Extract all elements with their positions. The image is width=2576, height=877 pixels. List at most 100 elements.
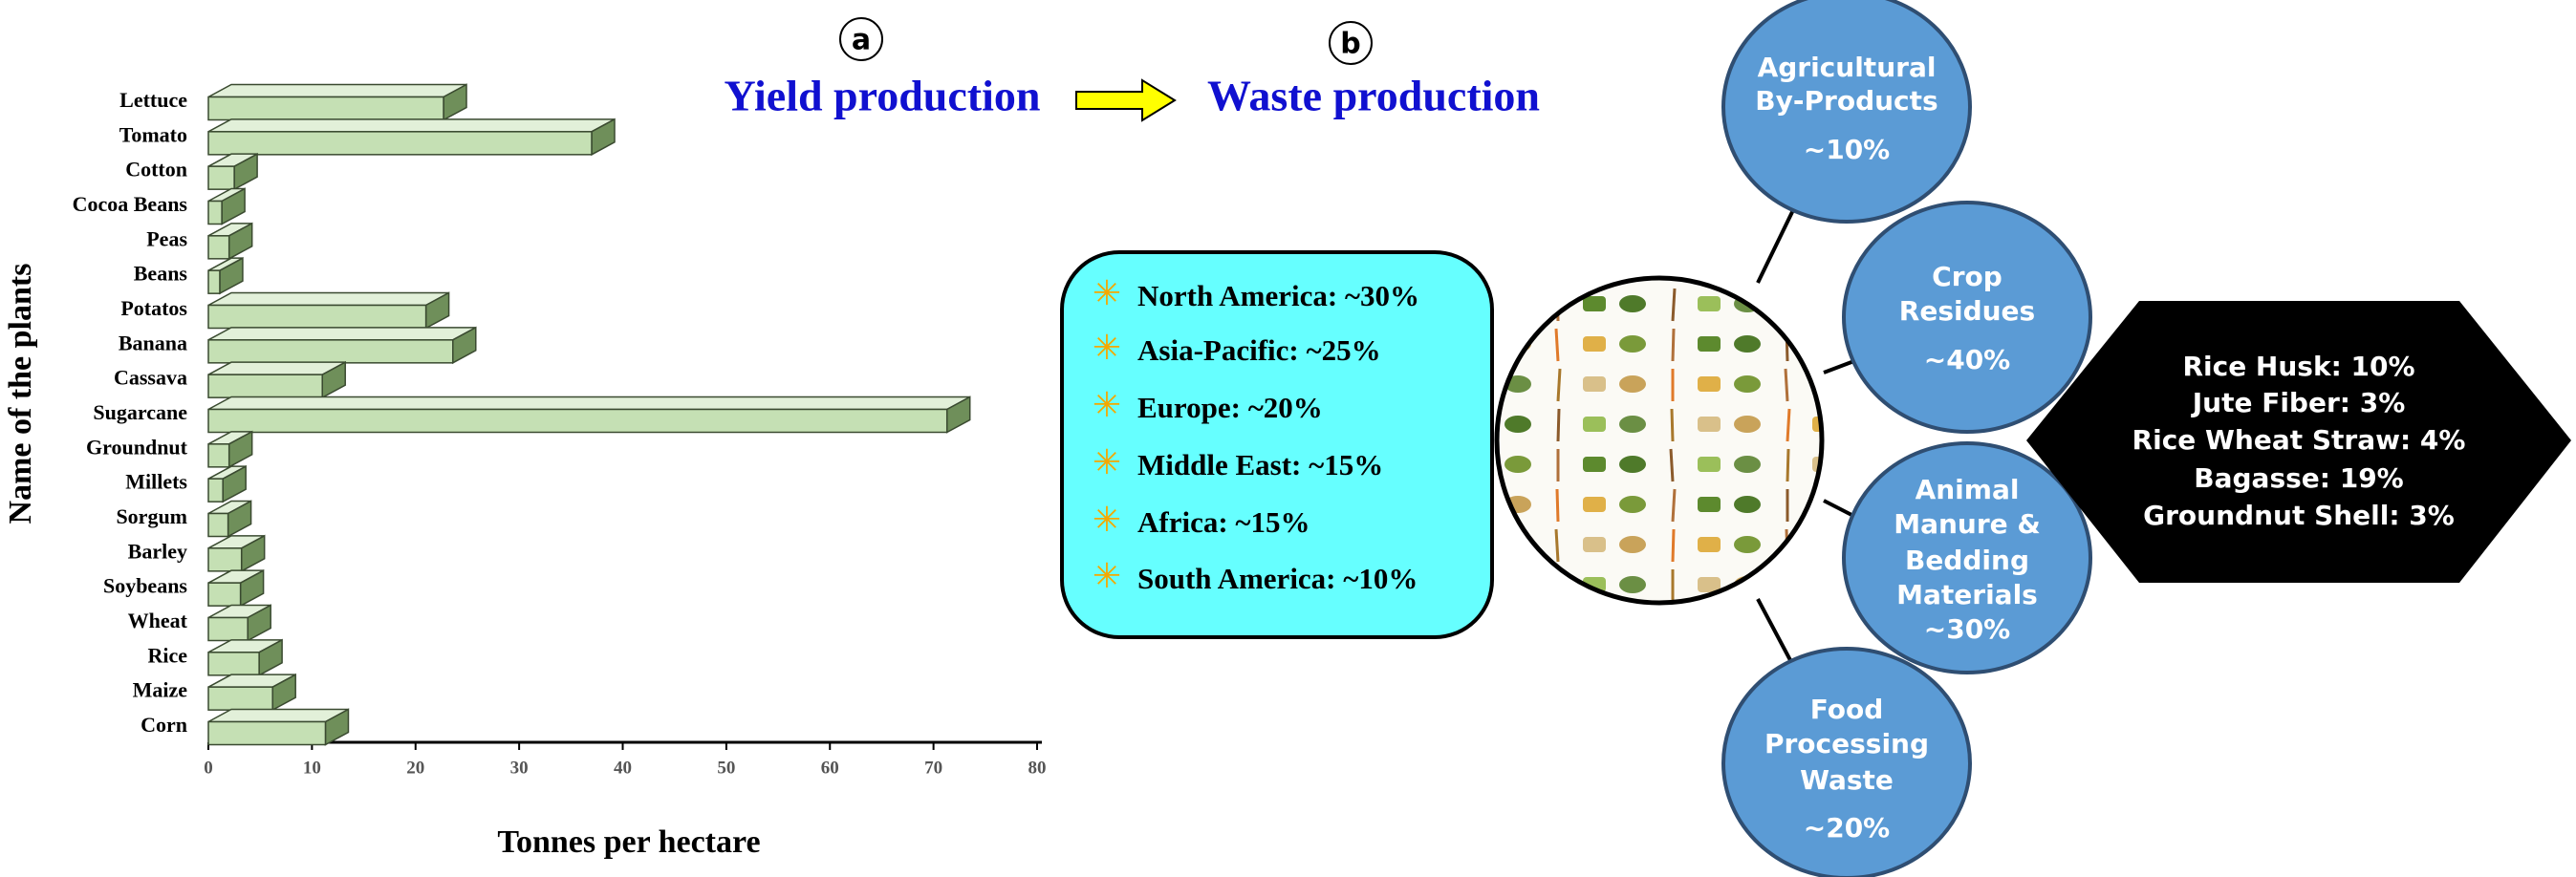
y-tick-label: Cocoa Beans <box>73 192 188 216</box>
collage-item <box>1734 416 1761 433</box>
bar <box>207 408 948 434</box>
x-tick-label: 50 <box>717 758 735 778</box>
collage-item <box>1504 576 1531 593</box>
collage-item <box>1558 610 1559 642</box>
collage-item <box>1671 528 1676 563</box>
collage-item <box>1698 376 1721 392</box>
region-bullet: ✳ <box>1093 386 1121 425</box>
region-item: Middle East: ~15% <box>1137 448 1383 481</box>
bar <box>207 269 221 294</box>
collage-item <box>1556 368 1562 402</box>
x-tick-label: 60 <box>821 758 839 778</box>
waste-label: Food <box>1810 694 1884 725</box>
collage-item <box>1504 456 1531 473</box>
collage-item <box>1698 617 1721 632</box>
collage-item <box>1583 296 1606 311</box>
collage-item <box>1698 577 1721 592</box>
region-bullet: ✳ <box>1093 274 1121 313</box>
collage-item <box>1671 328 1676 362</box>
collage-item <box>1784 368 1789 402</box>
x-tick-label: 20 <box>406 758 424 778</box>
y-tick-label: Wheat <box>128 609 188 632</box>
bar <box>207 200 223 225</box>
collage-item <box>1556 568 1562 603</box>
waste-share: ~30% <box>1924 613 2010 645</box>
collage-item <box>1554 328 1560 362</box>
collage-item <box>1619 375 1646 393</box>
waste-share: ~10% <box>1804 134 1890 165</box>
y-tick-label: Cotton <box>125 158 187 182</box>
bar-top <box>207 396 971 411</box>
waste-label: Crop <box>1932 261 2002 292</box>
bar <box>207 339 454 364</box>
collage-item <box>1812 457 1822 472</box>
collage-item <box>1619 576 1646 593</box>
bar <box>207 547 243 572</box>
waste-label: Agricultural <box>1758 52 1937 83</box>
region-bullet: ✳ <box>1093 501 1121 540</box>
collage-item <box>1583 336 1606 352</box>
y-axis-label: Name of the plants <box>3 264 38 524</box>
panel-marker <box>839 17 883 61</box>
bar-top <box>207 327 477 341</box>
collage-item <box>1698 457 1721 472</box>
y-tick-label: Groundnut <box>86 435 188 459</box>
y-tick-label: Barley <box>128 539 187 563</box>
y-tick-label: Cassava <box>114 366 187 390</box>
collage-item <box>1671 488 1677 523</box>
y-tick-label: Potatos <box>120 296 187 320</box>
bar <box>207 96 444 121</box>
collage-border <box>1494 275 1825 606</box>
collage-item <box>1787 610 1789 642</box>
y-tick-label: Tomato <box>119 122 187 146</box>
x-tick-label: 0 <box>204 758 213 778</box>
region-bullet: ✳ <box>1093 443 1121 482</box>
y-tick-label: Banana <box>119 331 187 354</box>
y-tick-label: Sugarcane <box>93 400 187 424</box>
y-tick-label: Peas <box>146 226 187 250</box>
waste-share: ~20% <box>1804 812 1890 844</box>
region-item: North America: ~30% <box>1137 279 1419 312</box>
x-tick-label: 40 <box>614 758 632 778</box>
collage-item <box>1619 536 1646 553</box>
bar <box>207 720 327 746</box>
collage-item <box>1812 617 1835 632</box>
waste-label: Residues <box>1899 295 2035 327</box>
bar <box>207 304 427 330</box>
bar <box>207 131 593 156</box>
region-item: Africa: ~15% <box>1137 505 1310 539</box>
collage-item <box>1698 336 1721 352</box>
collage-item <box>1583 537 1606 552</box>
waste-share: ~40% <box>1924 344 2010 375</box>
collage-item <box>1619 335 1646 353</box>
waste-title: Waste production <box>1207 72 1540 120</box>
residue-item: Rice Wheat Straw: 4% <box>2132 424 2466 456</box>
collage-item <box>1504 416 1531 433</box>
waste-label: Materials <box>1896 579 2038 610</box>
region-item: South America: ~10% <box>1137 562 1418 595</box>
collage-item <box>1672 610 1673 642</box>
collage-item <box>1734 375 1761 393</box>
collage-item <box>1698 497 1721 512</box>
y-tick-label: Maize <box>133 678 188 702</box>
residue-item: Groundnut Shell: 3% <box>2143 500 2455 531</box>
collage-item <box>1619 496 1646 513</box>
bar <box>207 616 249 642</box>
region-item: Europe: ~20% <box>1137 391 1323 424</box>
collage-item <box>1734 536 1761 553</box>
bar <box>207 443 230 468</box>
x-tick-label: 30 <box>510 758 529 778</box>
bar <box>207 582 242 607</box>
panel-label: b <box>1340 28 1360 61</box>
collage-item <box>1786 408 1791 442</box>
bar-plot: 0 10 20 30 40 50 60 70 80 Lettuce Tomato Cotton Coco… <box>73 83 1047 778</box>
region-list: ✳ North America: ~30% ✳ Asia-Pacific: ~25% ✳… <box>1093 274 1419 596</box>
panel-label: a <box>852 24 871 57</box>
collage-item <box>1812 336 1822 352</box>
region-item: Asia-Pacific: ~25% <box>1137 333 1381 367</box>
bar <box>207 235 230 260</box>
y-tick-label: Beans <box>134 262 188 286</box>
collage-item <box>1784 568 1789 603</box>
collage-item <box>1619 416 1646 433</box>
